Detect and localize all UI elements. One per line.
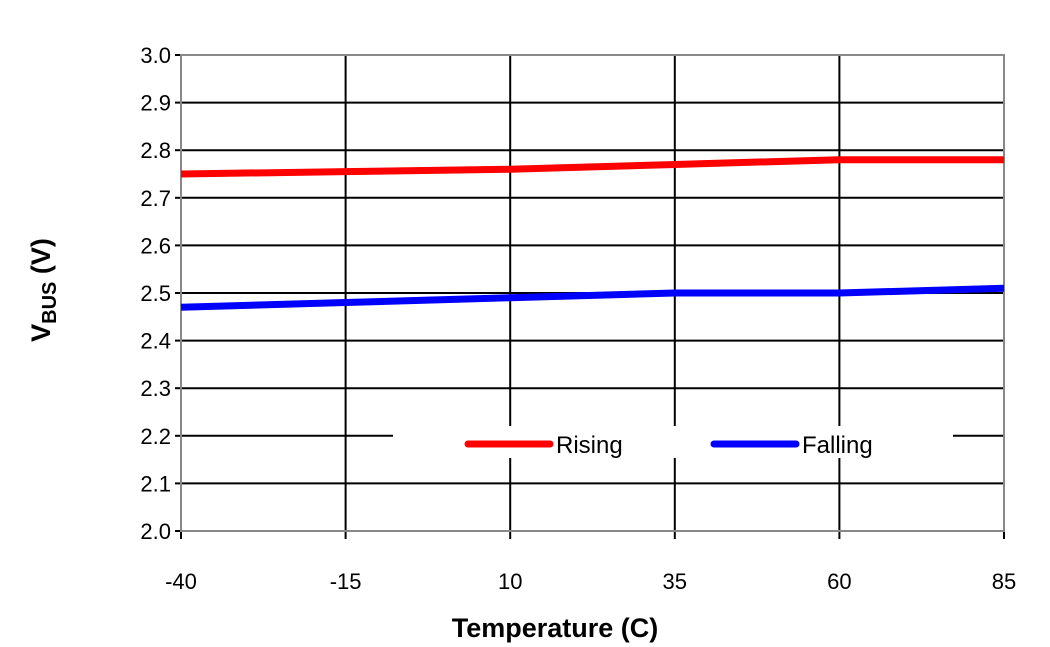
x-tick-label: 85 [992, 569, 1016, 594]
y-tick-label: 2.0 [140, 519, 171, 544]
x-tick-labels: -40 -15 10 35 60 85 [165, 569, 1016, 594]
x-tick-label: 60 [827, 569, 851, 594]
x-axis-label: Temperature (C) [452, 613, 659, 643]
series-line-falling [180, 284, 1005, 311]
y-tick-label: 2.4 [140, 329, 171, 354]
y-tick-label: 2.6 [140, 233, 171, 258]
y-tick-label: 2.2 [140, 424, 171, 449]
y-axis-label-subscript: BUS [39, 282, 61, 324]
y-axis-label: VBUS (V) [26, 238, 61, 342]
x-tick-label: -40 [165, 569, 197, 594]
y-tick-label: 2.3 [140, 376, 171, 401]
legend: Rising Falling [393, 426, 953, 459]
plot-area-border [180, 54, 1005, 532]
y-tick-label: 2.8 [140, 138, 171, 163]
x-tick-label: 35 [663, 569, 687, 594]
y-axis-label-main: V [26, 324, 56, 342]
x-tick-label: -15 [330, 569, 362, 594]
y-tick-label: 2.7 [140, 186, 171, 211]
legend-label-rising: Rising [556, 432, 623, 459]
x-tick-label: 10 [498, 569, 522, 594]
series-lines [180, 156, 1005, 311]
series-line-rising [180, 156, 1004, 178]
y-tick-label: 3.0 [140, 43, 171, 68]
legend-label-falling: Falling [802, 432, 873, 459]
y-tick-label: 2.5 [140, 281, 171, 306]
y-tick-label: 2.1 [140, 471, 171, 496]
y-tick-label: 2.9 [140, 91, 171, 116]
y-axis-label-suffix: (V) [26, 238, 56, 282]
y-tick-labels: 2.0 2.1 2.2 2.3 2.4 2.5 2.6 2.7 2.8 2.9 3.0 [140, 43, 171, 544]
